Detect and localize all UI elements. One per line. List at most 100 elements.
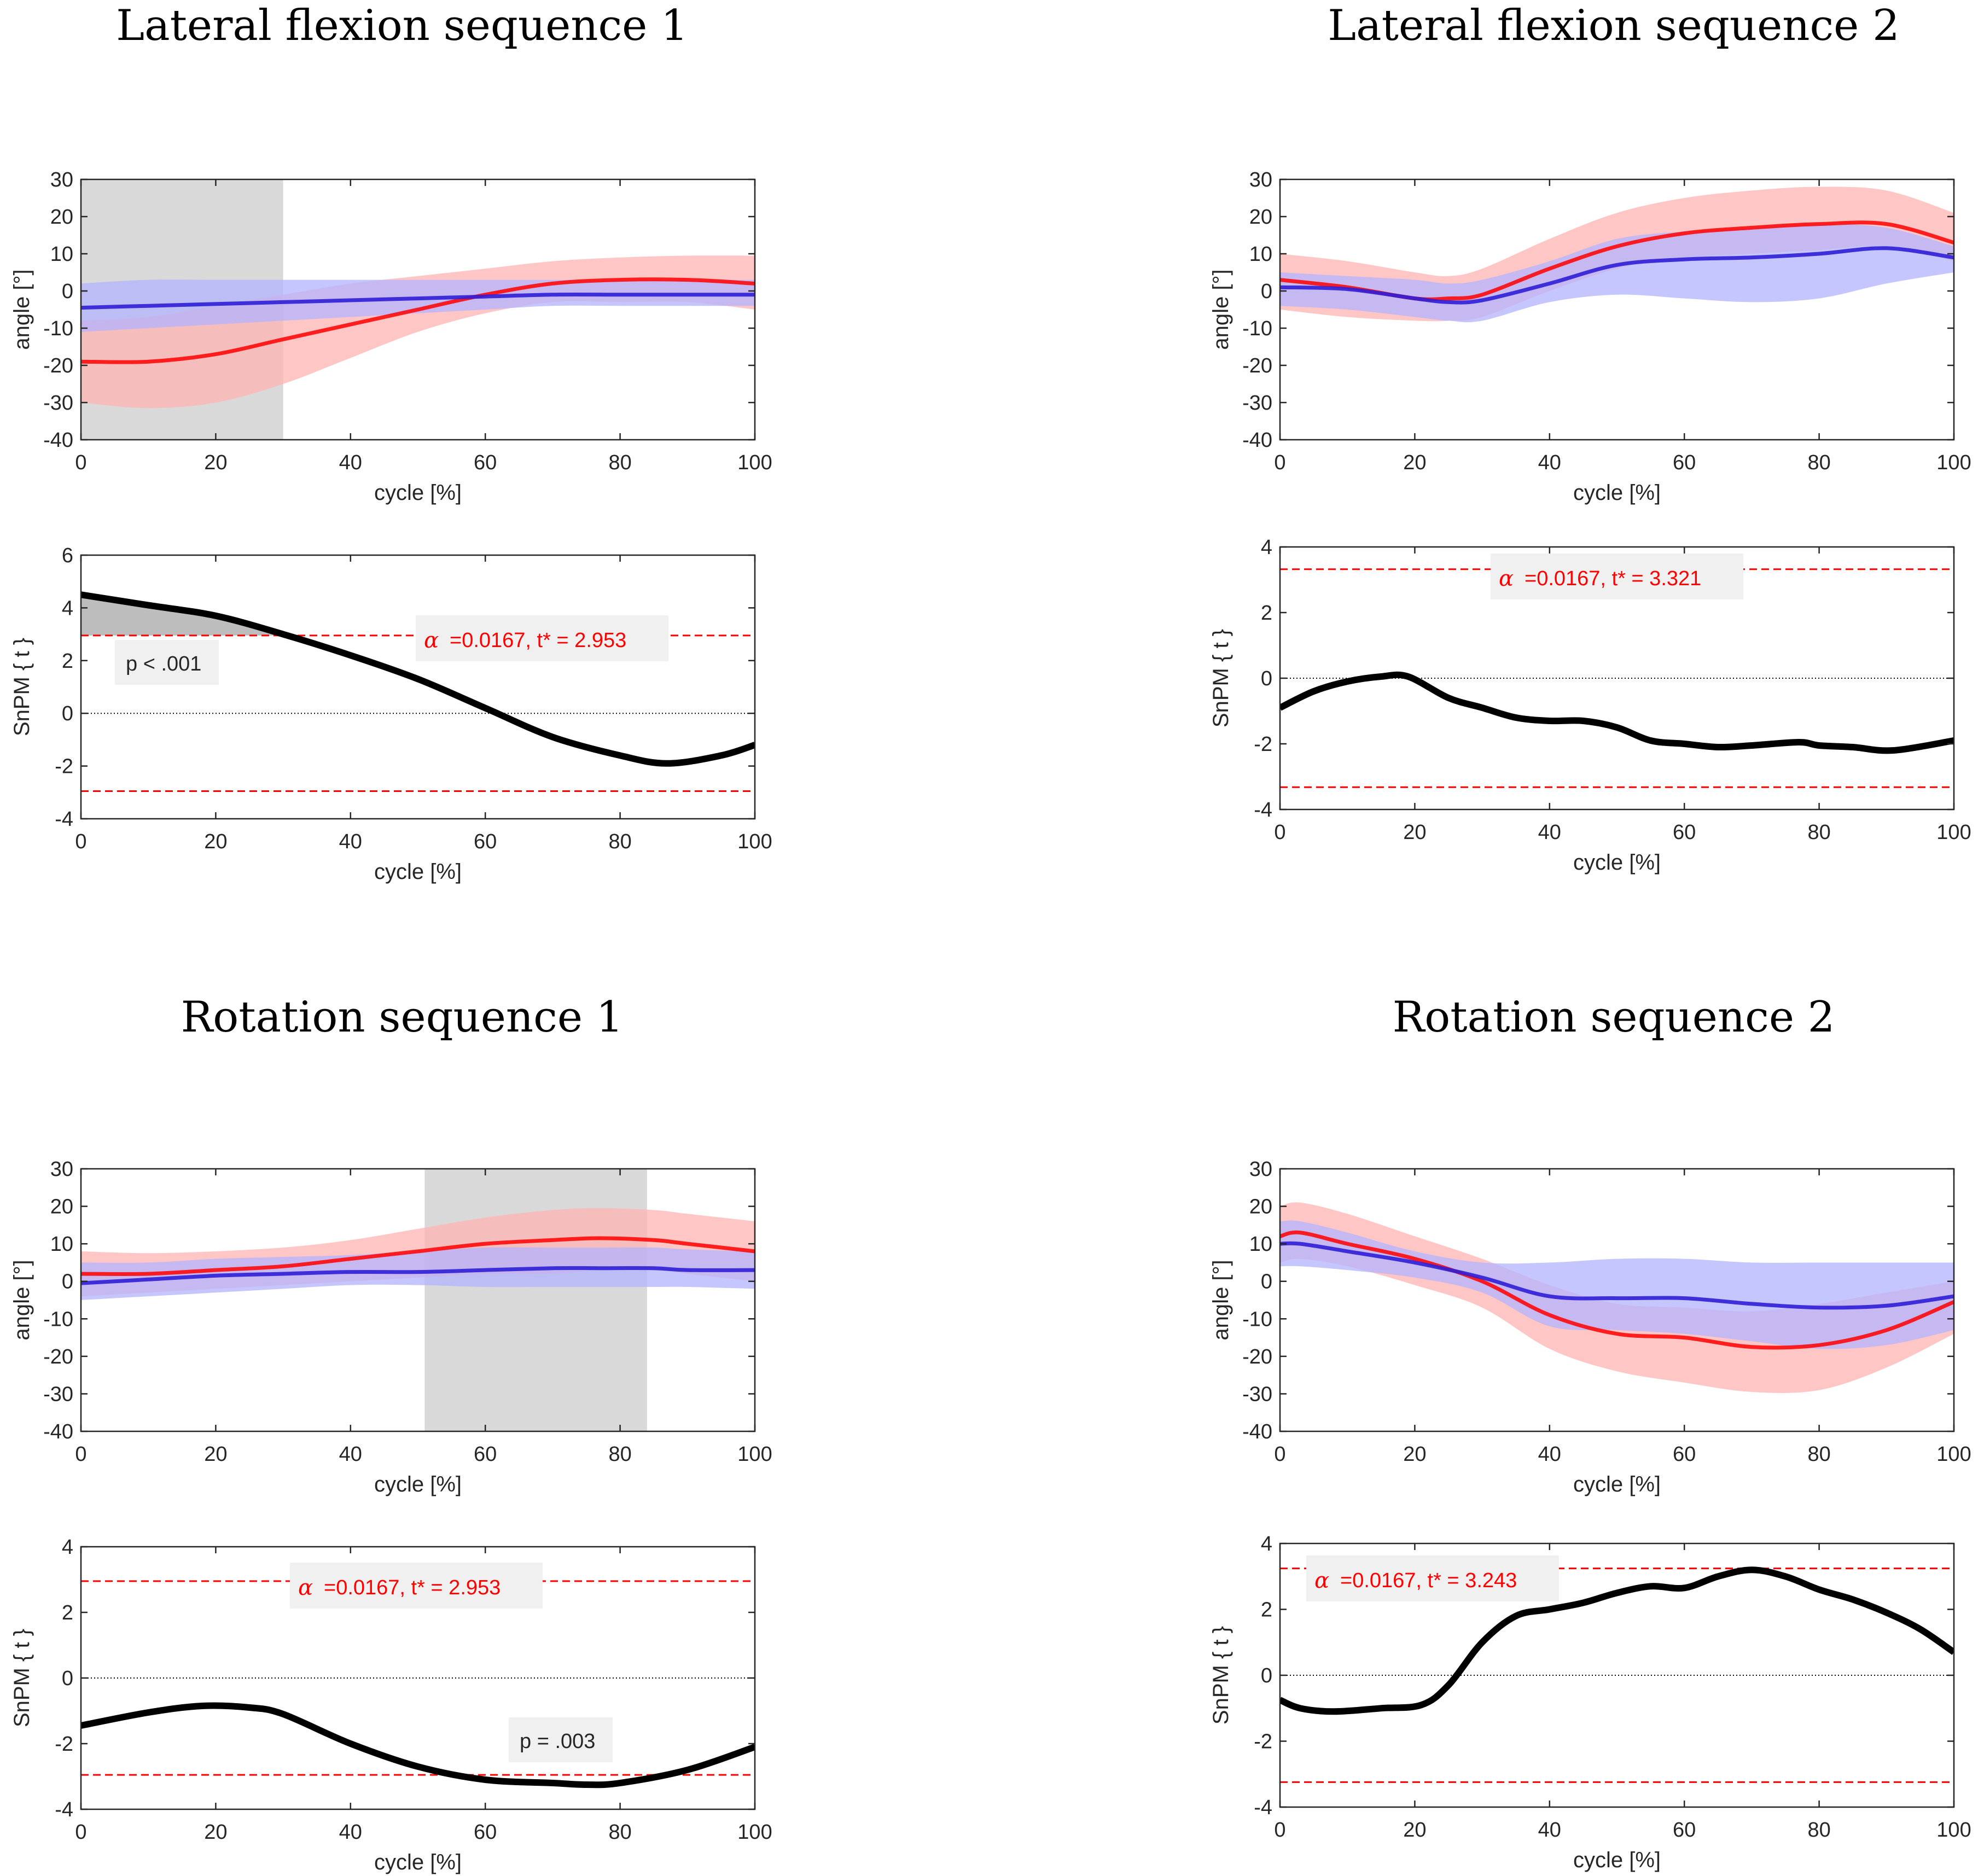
plot-area	[81, 179, 755, 440]
x-tick-label: 100	[1936, 1443, 1971, 1466]
spm-t-curve	[81, 1702, 755, 1788]
x-tick-label: 0	[1274, 451, 1285, 474]
x-tick-label: 80	[1807, 451, 1830, 474]
y-tick-label: -4	[1254, 1796, 1272, 1819]
p-value-label: p < .001	[115, 640, 219, 685]
x-tick-label: 100	[1936, 451, 1971, 474]
y-tick-label: 20	[50, 1196, 73, 1219]
y-tick-label: -40	[43, 1420, 73, 1443]
blue-band	[81, 279, 755, 332]
x-tick-label: 60	[1673, 1819, 1696, 1842]
y-tick-label: -40	[1242, 1420, 1272, 1443]
y-tick-label: -30	[43, 1383, 73, 1406]
axes-box	[1279, 178, 1955, 441]
x-tick-label: 20	[204, 1443, 227, 1466]
x-tick-label: 20	[204, 451, 227, 474]
x-tick-label: 60	[474, 1443, 497, 1466]
y-tick-label: -2	[55, 1733, 73, 1756]
significance-region	[424, 1169, 647, 1431]
red-mean-line	[81, 277, 755, 364]
x-tick-label: 40	[339, 830, 362, 853]
y-tick-label: 0	[62, 1667, 73, 1690]
y-tick-label: -20	[43, 1345, 73, 1368]
threshold-label-box	[416, 615, 668, 661]
threshold-label: α =0.0167, t* = 2.953	[416, 615, 668, 661]
x-tick-label: 20	[1403, 1443, 1426, 1466]
plot-area	[1280, 187, 1954, 323]
x-axis-label: cycle [%]	[374, 1850, 462, 1874]
y-tick-label: 0	[1261, 1271, 1272, 1294]
blue-band	[1280, 1220, 1954, 1349]
chart-lf1-angle: 0 20 40 60 80 100 -40 -30 -20 -10 0 10 20 30 cycle [%]…	[10, 168, 772, 505]
y-tick-label: 4	[1261, 1533, 1272, 1555]
x-tick-label: 40	[339, 1821, 362, 1844]
y-tick-label: -10	[43, 317, 73, 340]
x-tick-label: 80	[608, 1821, 631, 1844]
y-tick-label: -30	[1242, 1383, 1272, 1406]
y-tick-label: 0	[1261, 667, 1272, 690]
y-tick-label: 4	[62, 597, 73, 620]
y-axis-label: angle [°]	[10, 269, 34, 349]
y-tick-label: 4	[1261, 536, 1272, 559]
x-tick-label: 40	[1538, 451, 1561, 474]
spm-t-curve	[1280, 1566, 1954, 1715]
x-tick-label: 60	[1673, 451, 1696, 474]
p-value-box	[509, 1717, 613, 1762]
y-tick-label: 0	[62, 280, 73, 303]
x-tick-label: 80	[1807, 821, 1830, 844]
y-tick-label: 10	[50, 1233, 73, 1256]
x-tick-label: 20	[204, 1821, 227, 1844]
plot-area	[81, 1580, 755, 1788]
y-tick-label: 30	[1249, 168, 1272, 191]
threshold-label-box	[290, 1563, 543, 1609]
y-tick-label: -10	[43, 1308, 73, 1331]
x-tick-label: 0	[1274, 1443, 1285, 1466]
y-tick-label: -40	[1242, 429, 1272, 452]
threshold-label: α =0.0167, t* = 3.321	[1491, 554, 1743, 599]
plot-area	[1280, 568, 1954, 788]
x-tick-label: 60	[474, 451, 497, 474]
axes-box	[80, 1168, 756, 1432]
y-axis-label: SnPM { t }	[10, 638, 34, 736]
y-tick-label: 10	[1249, 243, 1272, 266]
x-tick-label: 20	[1403, 821, 1426, 844]
x-tick-label: 80	[1807, 1819, 1830, 1842]
y-tick-label: 2	[62, 1601, 73, 1624]
y-tick-label: -40	[43, 429, 73, 452]
chart-rot2-angle: 0 20 40 60 80 100 -40 -30 -20 -10 0 10 20 30 cycle [%]…	[1209, 1158, 1971, 1496]
x-tick-label: 60	[1673, 1443, 1696, 1466]
title-rotation-seq2: Rotation sequence 2	[1392, 993, 1835, 1042]
x-tick-label: 80	[608, 830, 631, 853]
axes-box	[80, 554, 756, 820]
y-tick-label: -10	[1242, 1308, 1272, 1331]
x-axis-label: cycle [%]	[374, 860, 462, 884]
p-value-text: p < .001	[126, 652, 201, 675]
y-axis-label: angle [°]	[1209, 269, 1233, 349]
red-mean-line	[1280, 1230, 1954, 1350]
threshold-label-text: =0.0167, t* = 2.953	[450, 629, 626, 652]
y-tick-label: 10	[1249, 1233, 1272, 1256]
threshold-label: α =0.0167, t* = 2.953	[290, 1563, 543, 1609]
y-tick-label: -20	[43, 354, 73, 377]
y-tick-label: -20	[1242, 1345, 1272, 1368]
title-lateral-flexion-seq1: Lateral flexion sequence 1	[116, 1, 688, 50]
y-tick-label: 30	[50, 1158, 73, 1181]
y-tick-label: 30	[1249, 1158, 1272, 1181]
x-tick-label: 100	[1936, 821, 1971, 844]
y-axis-label: angle [°]	[1209, 1260, 1233, 1340]
y-tick-label: 6	[62, 544, 73, 567]
x-tick-label: 100	[737, 451, 772, 474]
axes-box	[80, 178, 756, 441]
y-tick-label: 30	[50, 168, 73, 191]
p-value-text: p = .003	[520, 1730, 595, 1753]
x-tick-label: 60	[474, 830, 497, 853]
x-tick-label: 0	[75, 1821, 86, 1844]
x-tick-label: 80	[608, 1443, 631, 1466]
x-tick-label: 100	[737, 1443, 772, 1466]
y-tick-label: 20	[50, 206, 73, 229]
x-tick-label: 100	[737, 1821, 772, 1844]
y-tick-label: -30	[1242, 392, 1272, 415]
